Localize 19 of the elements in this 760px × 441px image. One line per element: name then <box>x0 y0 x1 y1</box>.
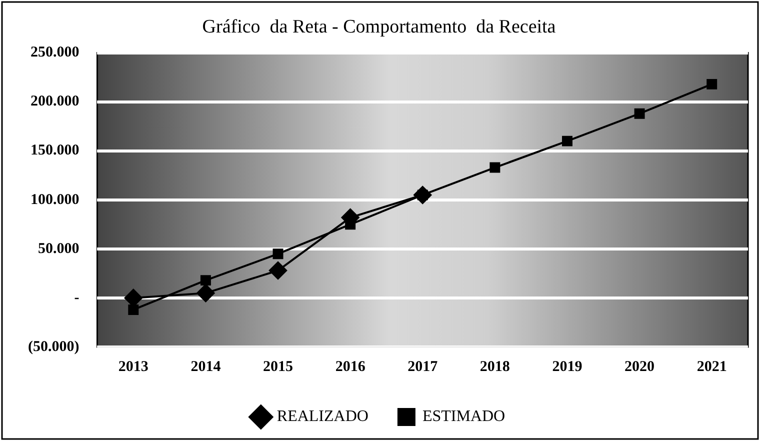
x-tick-label: 2021 <box>696 358 727 375</box>
y-tick-label: 250.000 <box>30 44 80 61</box>
x-tick-label: 2018 <box>480 358 510 375</box>
legend-label: ESTIMADO <box>422 408 506 426</box>
x-tick-label: 2019 <box>552 358 582 375</box>
x-tick-label: 2013 <box>118 358 148 375</box>
x-tick-label: 2020 <box>624 358 655 375</box>
x-tick-label: 2016 <box>335 358 366 375</box>
x-tick-label: 2015 <box>263 358 294 375</box>
x-tick-label: 2017 <box>408 358 438 375</box>
y-tick-label: - <box>74 290 80 306</box>
legend-label: REALIZADO <box>276 408 368 426</box>
y-tick-label: 200.000 <box>30 94 80 110</box>
y-tick-label: 150.000 <box>30 142 80 159</box>
y-tick-label: (50.000) <box>28 338 80 355</box>
x-tick-label: 2014 <box>190 358 222 375</box>
y-tick-label: 100.000 <box>30 192 80 208</box>
chart-title: Gráfico da Reta - Comportamento da Receita <box>202 16 556 38</box>
y-tick-label: 50.000 <box>38 240 80 257</box>
